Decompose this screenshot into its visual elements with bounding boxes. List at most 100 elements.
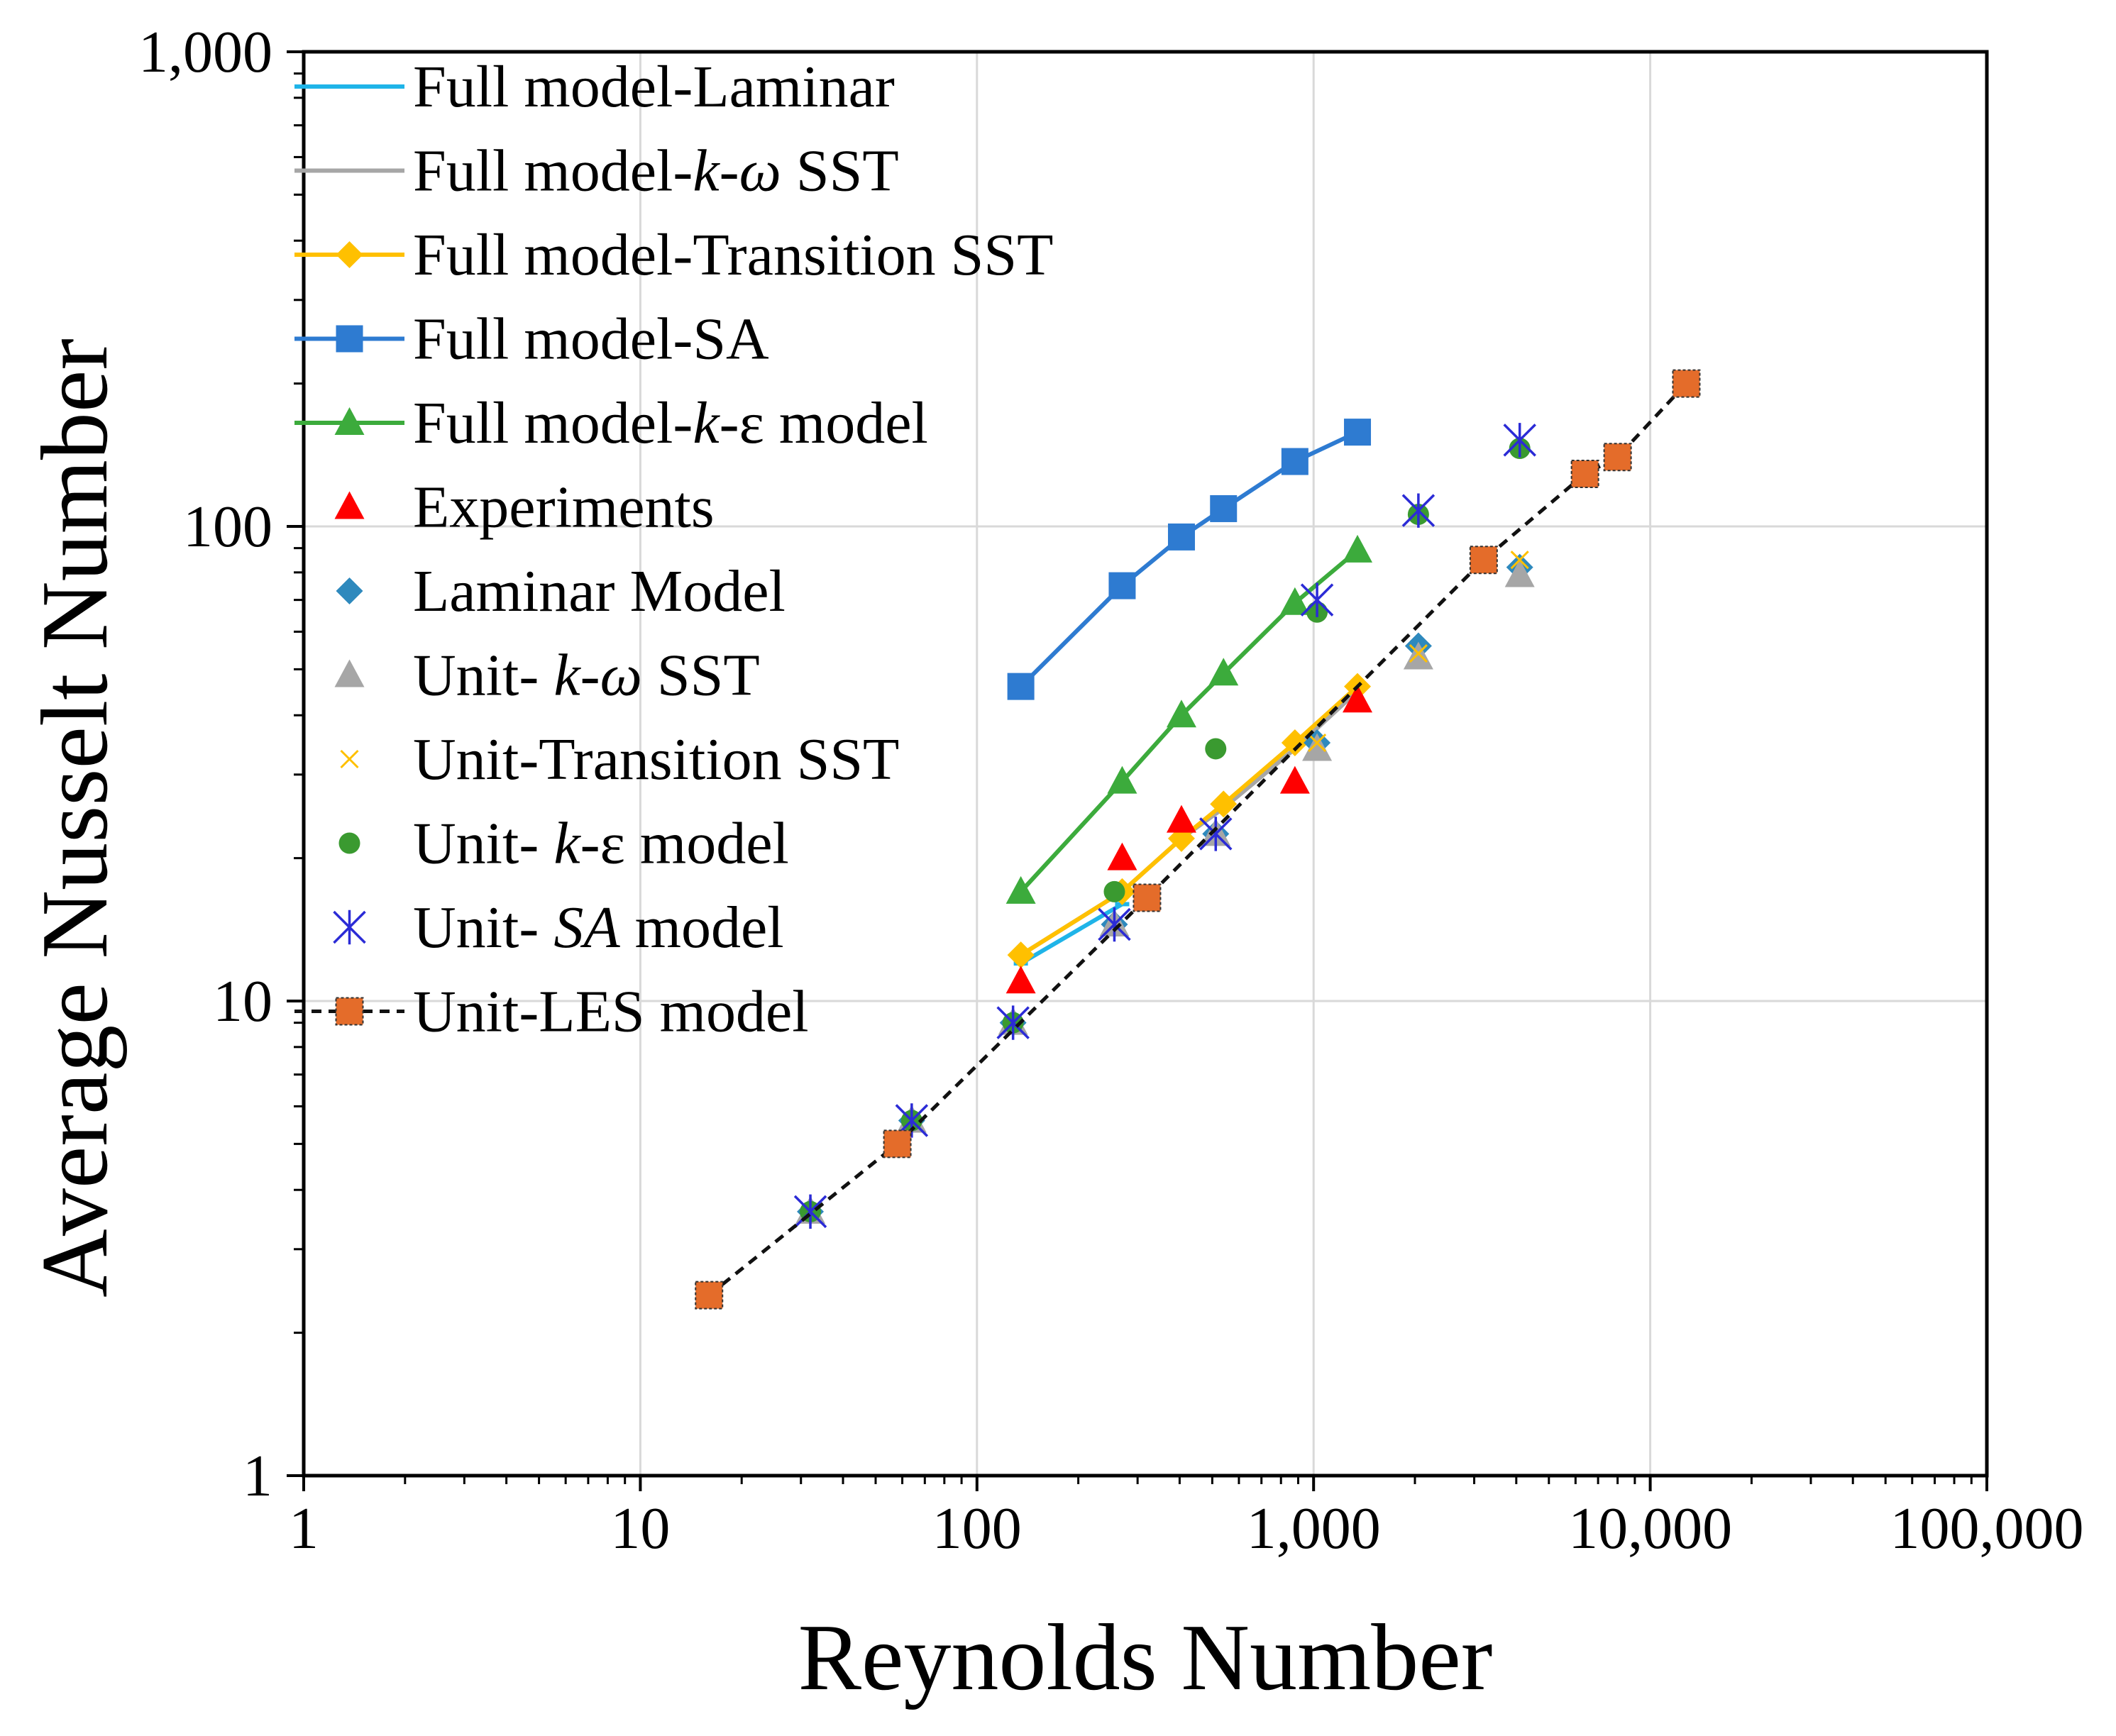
data-point-full-model-k-model xyxy=(1343,534,1373,563)
legend-entry-laminar-model: Laminar Model xyxy=(336,558,786,624)
legend-label: Unit- SA model xyxy=(413,895,784,961)
legend-marker xyxy=(336,325,363,353)
data-point-experiments xyxy=(1279,765,1310,794)
legend-label: Full model-Transition SST xyxy=(413,222,1053,288)
legend-entry-full-model-transition-sst: Full model-Transition SST xyxy=(294,222,1053,288)
legend-label: Unit-Transition SST xyxy=(413,726,899,792)
data-point-unit-sa-model xyxy=(996,1005,1030,1040)
legend-marker xyxy=(336,577,363,604)
data-point-full-model-sa xyxy=(1007,673,1035,700)
legend-entry-unit-les-model: Unit-LES model xyxy=(294,979,809,1045)
legend-marker xyxy=(342,84,357,89)
data-point-experiments xyxy=(1343,685,1373,713)
data-point-unit-k-sst xyxy=(1403,641,1433,670)
legend: Full model-Laminar Full model-k-ω SST Full… xyxy=(294,54,1053,1045)
data-point-full-model-k-model xyxy=(1279,587,1310,615)
legend-label: Full model-SA xyxy=(413,306,769,372)
data-point-full-model-transition-sst xyxy=(1281,729,1308,757)
legend-marker xyxy=(336,241,363,268)
data-point-unit-transition-sst xyxy=(1510,551,1529,570)
x-tick-label: 10,000 xyxy=(1568,1495,1732,1561)
data-point-unit-transition-sst xyxy=(1409,643,1428,663)
legend-entry-unit-sa-model: Unit- SA model xyxy=(333,895,784,961)
x-tick-label: 100,000 xyxy=(1890,1495,2084,1561)
legend-entry-full-model-laminar: Full model-Laminar xyxy=(294,54,895,120)
series-experiments xyxy=(1005,685,1373,994)
data-point-unit-sa-model xyxy=(1098,907,1131,942)
data-point-unit-les-model xyxy=(1133,883,1162,912)
series-unit-les-model xyxy=(695,369,1701,1310)
x-tick-label: 1,000 xyxy=(1247,1495,1381,1561)
data-point-unit-sa-model xyxy=(1300,582,1334,617)
data-series xyxy=(695,369,1701,1310)
data-point-unit-k-sst xyxy=(1302,733,1333,761)
data-point-unit-k-model xyxy=(1103,880,1125,902)
y-tick-label: 100 xyxy=(183,494,272,560)
data-point-full-model-sa xyxy=(1108,572,1136,599)
data-point-unit-sa-model xyxy=(1401,493,1436,528)
legend-marker xyxy=(334,407,365,435)
data-point-full-model-sa xyxy=(1210,494,1238,522)
y-axis-title: Average Nusselt Number xyxy=(22,338,127,1298)
data-point-unit-les-model xyxy=(883,1129,912,1159)
data-point-full-model-k-model xyxy=(1107,765,1137,794)
data-point-full-model-sa xyxy=(1167,523,1195,551)
data-point-unit-sa-model xyxy=(1199,817,1233,851)
data-point-full-model-transition-sst xyxy=(1007,941,1035,969)
data-point-full-model-k-model xyxy=(1208,658,1239,686)
data-point-unit-sa-model xyxy=(1503,423,1536,458)
y-tick-label: 1 xyxy=(243,1443,272,1509)
plot-frame xyxy=(302,50,1989,1478)
legend-marker xyxy=(340,749,359,769)
legend-label: Full model-k-ω SST xyxy=(413,138,899,204)
x-tick-label: 100 xyxy=(932,1495,1022,1561)
data-point-unit-k-model xyxy=(1205,738,1227,760)
data-point-full-model-k-model xyxy=(1005,875,1036,904)
x-tick-label: 1 xyxy=(289,1495,319,1561)
legend-entry-full-model-k-sst: Full model-k-ω SST xyxy=(294,138,899,204)
x-axis-title: Reynolds Number xyxy=(798,1605,1493,1710)
data-point-unit-les-model xyxy=(695,1281,724,1310)
legend-marker xyxy=(334,491,365,519)
legend-label: Unit-LES model xyxy=(413,979,809,1045)
legend-label: Unit- k-ω SST xyxy=(413,643,760,709)
plot-area xyxy=(304,52,1987,1476)
legend-marker xyxy=(338,832,360,854)
y-tick-label: 10 xyxy=(213,968,272,1034)
legend-entry-full-model-k-model: Full model-k-ε model xyxy=(294,390,928,456)
data-point-unit-les-model xyxy=(1603,443,1632,472)
legend-label: Full model-k-ε model xyxy=(413,390,928,456)
legend-label: Experiments xyxy=(413,475,715,541)
data-point-unit-sa-model xyxy=(793,1194,827,1229)
legend-marker xyxy=(335,997,364,1026)
data-point-experiments xyxy=(1005,966,1036,994)
data-point-unit-k-sst xyxy=(1504,559,1535,587)
series-full-model-sa xyxy=(1007,419,1372,700)
x-tick-label: 10 xyxy=(610,1495,670,1561)
legend-marker xyxy=(333,910,366,945)
gridlines xyxy=(304,52,1987,1476)
y-tick-label: 1,000 xyxy=(138,19,272,85)
legend-label: Laminar Model xyxy=(413,558,786,624)
legend-entry-experiments: Experiments xyxy=(334,475,715,541)
legend-entry-unit-transition-sst: Unit-Transition SST xyxy=(340,726,899,792)
legend-label: Unit- k-ε model xyxy=(413,811,789,877)
data-point-full-model-transition-sst xyxy=(1210,790,1238,818)
data-point-unit-les-model xyxy=(1570,460,1599,489)
data-point-full-model-sa xyxy=(1344,419,1372,446)
legend-label: Full model-Laminar xyxy=(413,54,895,120)
legend-marker xyxy=(334,659,365,687)
data-point-full-model-sa xyxy=(1281,448,1308,475)
data-point-unit-transition-sst xyxy=(1308,733,1327,753)
data-point-unit-les-model xyxy=(1469,546,1498,575)
legend-entry-full-model-sa: Full model-SA xyxy=(294,306,769,372)
series-line-full-model-k-model xyxy=(1019,548,1359,893)
data-point-experiments xyxy=(1107,842,1137,870)
data-point-full-model-k-model xyxy=(1166,700,1196,728)
legend-entry-unit-k-sst: Unit- k-ω SST xyxy=(334,643,760,709)
tick-labels: 1 10 100 1,000 10,000 100,000 1 10 100 1,000 xyxy=(138,19,2084,1561)
data-point-unit-les-model xyxy=(1672,369,1701,398)
series-full-model-k-model xyxy=(1005,534,1373,904)
data-point-experiments xyxy=(1166,805,1196,833)
